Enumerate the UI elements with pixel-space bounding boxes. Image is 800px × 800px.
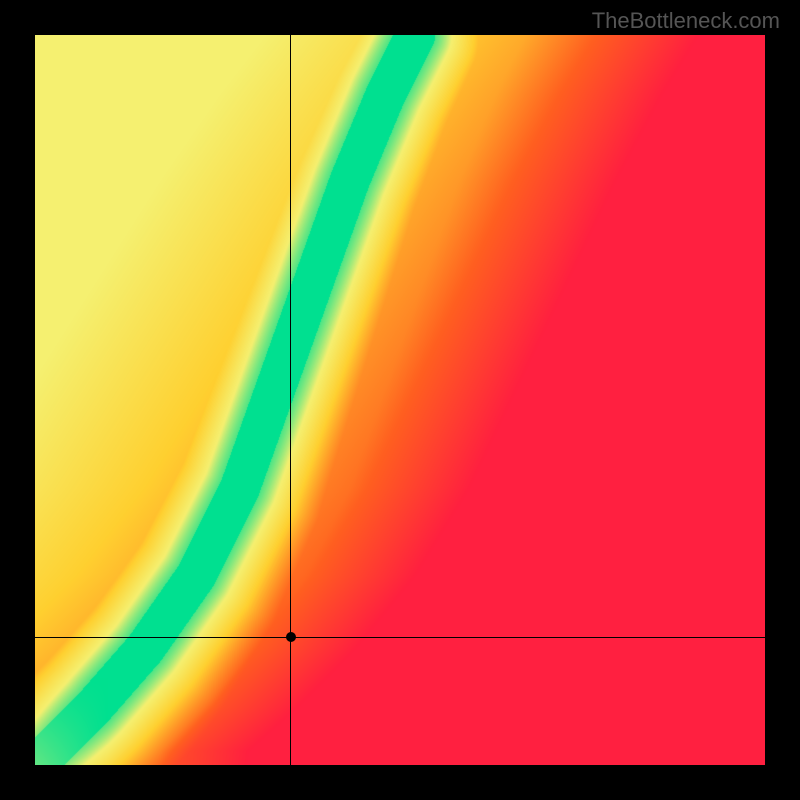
crosshair-horizontal xyxy=(35,637,765,638)
chart-container: TheBottleneck.com xyxy=(0,0,800,800)
watermark-text: TheBottleneck.com xyxy=(592,8,780,34)
heatmap-canvas xyxy=(35,35,765,765)
crosshair-marker xyxy=(286,632,296,642)
crosshair-vertical xyxy=(290,35,291,765)
